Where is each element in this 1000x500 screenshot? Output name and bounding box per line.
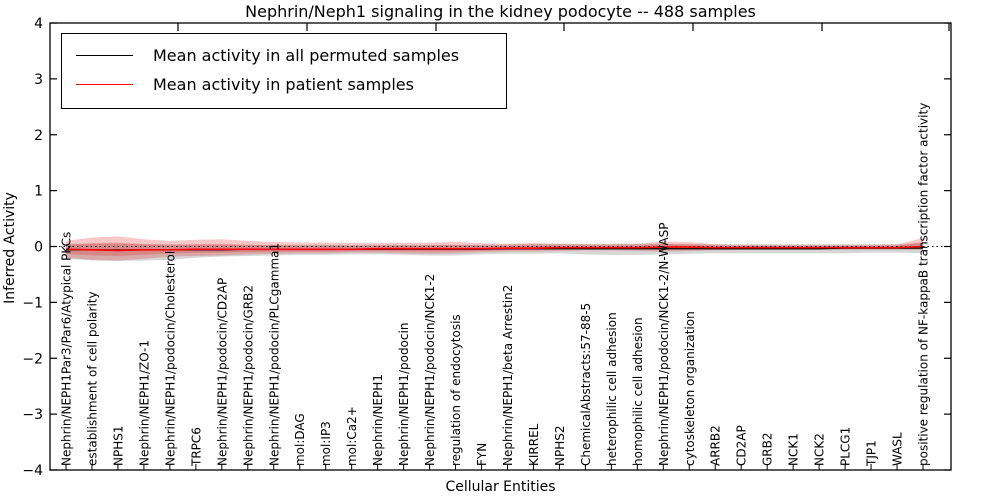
category-label: NCK1: [787, 433, 801, 466]
category-label: TRPC6: [189, 427, 203, 467]
category-label: Nephrin/NEPH1/podocin/NCK1-2: [423, 274, 437, 466]
category-label: mol:Ca2+: [345, 406, 359, 466]
category-label: CD2AP: [735, 425, 749, 466]
legend-item-permuted: Mean activity in all permuted samples: [76, 41, 496, 70]
category-label: FYN: [475, 443, 489, 466]
category-label: NCK2: [813, 433, 827, 466]
category-label: NPHS1: [111, 426, 125, 467]
category-label: Nephrin/NEPH1/podocin/GRB2: [241, 285, 255, 466]
category-label: Nephrin/NEPH1/beta Arrestin2: [501, 285, 515, 466]
legend-line-red-icon: [76, 84, 133, 85]
category-label: regulation of endocytosis: [449, 314, 463, 466]
category-label: heterophilic cell adhesion: [605, 312, 619, 466]
y-tick-label: 1: [34, 184, 43, 200]
category-label: GRB2: [761, 432, 775, 466]
category-label: mol:IP3: [319, 421, 333, 466]
category-label: homophilic cell adhesion: [631, 317, 645, 466]
y-tick-label: −4: [22, 463, 43, 479]
category-label: PLCG1: [839, 427, 853, 466]
category-label: establishment of cell polarity: [85, 291, 99, 466]
y-tick-label: 3: [34, 72, 43, 88]
y-tick-label: 0: [34, 240, 43, 256]
patient-mean-line: [65, 245, 924, 252]
category-label: mol:DAG: [293, 413, 307, 466]
category-label: Nephrin/NEPH1/podocin/NCK1-2/N-WASP: [657, 223, 671, 466]
y-axis-label: Inferred Activity: [2, 192, 18, 304]
category-label: ChemicalAbstracts:57-88-5: [579, 303, 593, 466]
category-label: positive regulation of NF-kappaB transcr…: [917, 103, 931, 466]
legend-label-permuted: Mean activity in all permuted samples: [153, 46, 460, 65]
category-label: Nephrin/NEPH1/ZO-1: [137, 340, 151, 466]
category-label: Nephrin/NEPH1: [371, 374, 385, 466]
legend-line-black-icon: [76, 55, 133, 56]
category-label: TJP1: [865, 440, 879, 467]
category-label: Nephrin/NEPH1/podocin/CD2AP: [215, 278, 229, 466]
category-label: cytoskeleton organization: [683, 311, 697, 466]
y-tick-label: 2: [34, 128, 43, 144]
category-label: WASL: [891, 432, 905, 466]
legend-label-patient: Mean activity in patient samples: [153, 75, 414, 94]
category-label: Nephrin/NEPH1/podocin: [397, 323, 411, 466]
y-tick-label: −3: [22, 407, 43, 423]
category-label: KIRREL: [527, 423, 541, 466]
category-label: Nephrin/NEPH1/podocin/PLCgamma1: [267, 243, 281, 466]
category-label: Nephrin/NEPH1/podocin/Cholesterol: [163, 251, 177, 466]
y-tick-label: −2: [22, 351, 43, 367]
legend-item-patient: Mean activity in patient samples: [76, 70, 496, 99]
y-tick-label: 4: [34, 16, 43, 32]
category-label: Nephrin/NEPH1Par3/Par6/Atypical PKCs: [60, 232, 74, 466]
y-tick-label: −1: [22, 295, 43, 311]
chart-title: Nephrin/Neph1 signaling in the kidney po…: [245, 2, 756, 21]
category-label: ARRB2: [709, 425, 723, 466]
legend: Mean activity in all permuted samples Me…: [61, 33, 507, 109]
x-axis-label: Cellular Entities: [445, 479, 556, 495]
category-label: NPHS2: [553, 426, 567, 467]
